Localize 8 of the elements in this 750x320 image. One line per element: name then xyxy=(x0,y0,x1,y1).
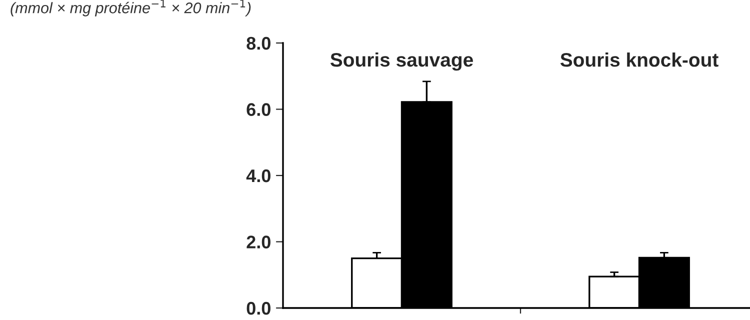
x-tick-label: Souris knock-out xyxy=(560,52,718,67)
y-tick-label: 2.0 xyxy=(246,236,270,248)
y-tick-label: 0.0 xyxy=(246,302,270,315)
x-tick-label: Souris sauvage xyxy=(330,52,473,71)
y-tick-label: 6.0 xyxy=(246,103,270,116)
y-tick-label: 4.0 xyxy=(246,169,270,182)
y-axis-title: (mmol × mg protéine$^{−1}$ × 20 min$^{−1}$) xyxy=(10,0,251,16)
y-tick-label: 8.0 xyxy=(246,36,270,50)
